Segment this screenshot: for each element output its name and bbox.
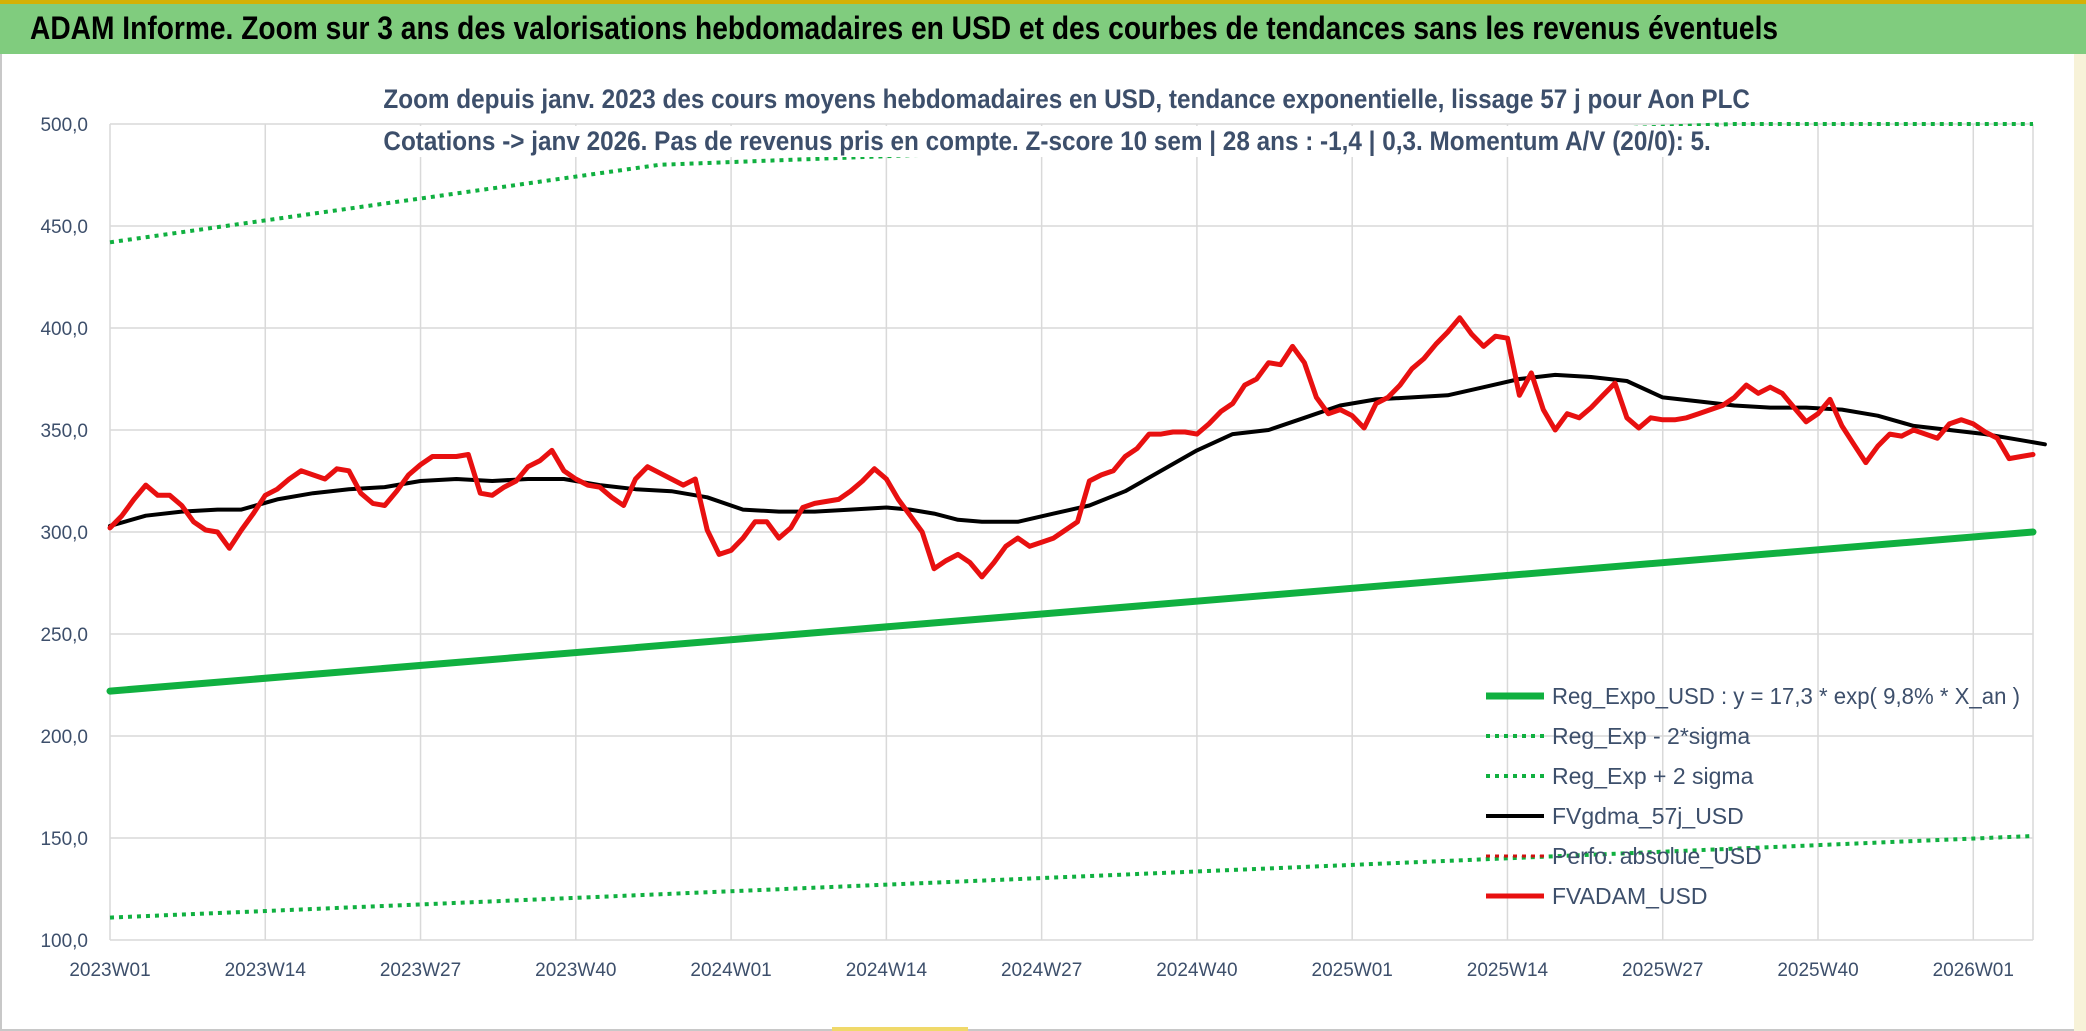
title-bar: ADAM Informe. Zoom sur 3 ans des valoris…: [0, 0, 2086, 54]
legend-label: FVgdma_57j_USD: [1552, 803, 1744, 829]
x-tick-label: 2025W14: [1467, 960, 1549, 981]
legend-label: Reg_Exp + 2 sigma: [1552, 763, 1754, 789]
legend-label: Reg_Expo_USD : y = 17,3 * exp( 9,8% * X_…: [1552, 683, 2020, 709]
y-tick-label: 250,0: [40, 625, 88, 646]
x-tick-label: 2024W14: [846, 960, 928, 981]
y-axis-ticks: 100,0 150,0 200,0 250,0 300,0 350,0 400,0 450,0…: [40, 115, 88, 952]
x-tick-label: 2025W01: [1312, 960, 1393, 981]
y-tick-label: 200,0: [40, 727, 88, 748]
series-line-reg-expo-usd-y-17-3-exp-9-8-x-an: [106, 528, 2037, 695]
right-edge-stripe: [2074, 54, 2086, 1031]
x-tick-label: 2025W27: [1622, 960, 1703, 981]
x-axis-ticks: 2023W01 2023W14 2023W27 2023W40 2024W01 2024W…: [69, 960, 2014, 981]
series-line-reg-exp-2-sigma: [109, 834, 2034, 920]
x-tick-label: 2024W40: [1156, 960, 1237, 981]
x-tick-label: 2026W01: [1933, 960, 2014, 981]
x-tick-label: 2024W27: [1001, 960, 1082, 981]
gridlines: [109, 123, 2034, 941]
legend-label: Reg_Exp - 2*sigma: [1552, 723, 1750, 749]
bottom-edge-mark: [832, 1027, 968, 1031]
series-line-fvgdma-57j-usd: [108, 372, 2047, 528]
y-tick-label: 150,0: [40, 829, 88, 850]
x-tick-label: 2023W40: [535, 960, 616, 981]
legend-label: FVADAM_USD: [1552, 883, 1708, 909]
series-group: [106, 122, 2047, 920]
x-tick-label: 2024W01: [690, 960, 771, 981]
series-line-fvadam-usd: [107, 315, 2036, 580]
y-tick-label: 300,0: [40, 523, 88, 544]
y-tick-label: 500,0: [40, 115, 88, 136]
y-tick-label: 100,0: [40, 931, 88, 952]
y-tick-label: 450,0: [40, 217, 88, 238]
x-tick-label: 2023W27: [380, 960, 461, 981]
x-tick-label: 2023W01: [69, 960, 150, 981]
chart-title-line-1: Zoom depuis janv. 2023 des cours moyens …: [378, 84, 1756, 115]
chart-title-line-2: Cotations -> janv 2026. Pas de revenus p…: [378, 126, 1717, 157]
x-tick-label: 2025W40: [1777, 960, 1858, 981]
legend: Reg_Expo_USD : y = 17,3 * exp( 9,8% * X_…: [1486, 683, 2020, 909]
page-title: ADAM Informe. Zoom sur 3 ans des valoris…: [30, 10, 1779, 46]
x-tick-label: 2023W14: [225, 960, 307, 981]
y-tick-label: 350,0: [40, 421, 88, 442]
legend-label: Perfo. absolue_USD: [1552, 843, 1762, 869]
y-tick-label: 400,0: [40, 319, 88, 340]
